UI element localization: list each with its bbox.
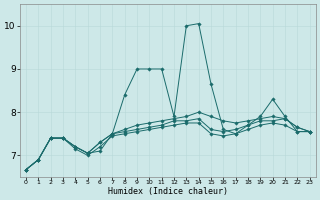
X-axis label: Humidex (Indice chaleur): Humidex (Indice chaleur)	[108, 187, 228, 196]
